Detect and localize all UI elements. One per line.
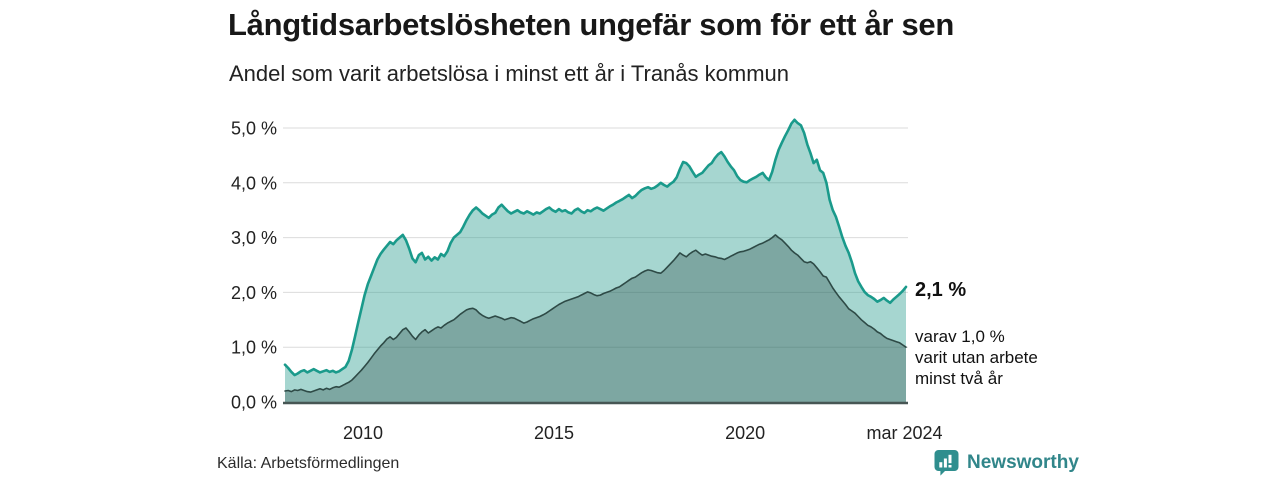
page-title: Långtidsarbetslösheten ungefär som för e… xyxy=(228,7,955,42)
y-axis-tick-label: 0,0 % xyxy=(231,393,277,413)
latest-value-label: 2,1 % xyxy=(915,279,967,301)
y-axis-tick-label: 1,0 % xyxy=(231,338,277,358)
chart-subtitle: Andel som varit arbetslösa i minst ett å… xyxy=(229,61,789,86)
note-line: varav 1,0 % xyxy=(915,327,1005,346)
x-axis-tick-label: mar 2024 xyxy=(866,423,942,443)
y-axis-tick-label: 2,0 % xyxy=(231,283,277,303)
y-axis-tick-label: 3,0 % xyxy=(231,228,277,248)
y-axis-tick-label: 4,0 % xyxy=(231,173,277,193)
area-total-min-one-year xyxy=(285,119,906,403)
x-axis-tick-label: 2010 xyxy=(343,423,383,443)
note-line: varit utan arbete xyxy=(915,348,1038,367)
line-min-two-years xyxy=(284,234,907,393)
latest-value-note: varav 1,0 % varit utan arbete minst två … xyxy=(915,326,1038,389)
source-attribution: Källa: Arbetsförmedlingen xyxy=(217,455,400,472)
newsworthy-bubble-chart-icon xyxy=(934,450,959,476)
newsworthy-wordmark: Newsworthy xyxy=(967,451,1079,473)
y-axis-tick-label: 5,0 % xyxy=(231,119,277,139)
area-min-two-years xyxy=(285,234,906,402)
x-axis-tick-label: 2015 xyxy=(534,423,574,443)
line-total-min-one-year xyxy=(283,118,908,377)
newsworthy-logo: Newsworthy xyxy=(933,448,1079,477)
note-line: minst två år xyxy=(915,369,1003,388)
x-axis-tick-label: 2020 xyxy=(725,423,765,443)
